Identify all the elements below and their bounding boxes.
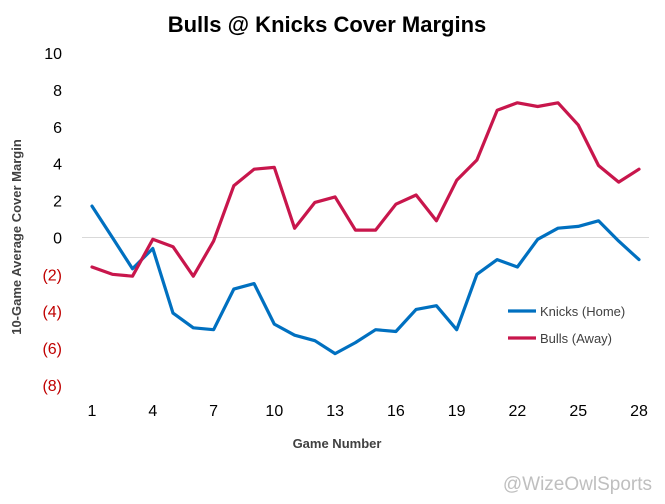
y-tick-label: 8 [53, 83, 62, 100]
chart-title: Bulls @ Knicks Cover Margins [168, 12, 487, 37]
x-tick-label: 4 [148, 403, 157, 420]
series-lines [90, 101, 641, 356]
x-tick-label: 22 [509, 403, 527, 420]
y-tick-label: 6 [53, 120, 62, 137]
x-tick-label: 16 [387, 403, 405, 420]
series-line-bulls [90, 101, 641, 278]
x-axis-label: Game Number [293, 436, 382, 451]
y-tick-label: (6) [42, 341, 62, 358]
x-tick-label: 25 [569, 403, 587, 420]
y-tick-label: 4 [53, 157, 62, 174]
y-tick-label: 10 [44, 46, 62, 63]
x-tick-label: 7 [209, 403, 218, 420]
y-tick-label: (2) [42, 267, 62, 284]
watermark: @WizeOwlSports [503, 474, 652, 495]
y-axis-label: 10-Game Average Cover Margin [9, 139, 24, 335]
y-axis-ticks: 10 8 6 4 2 0 (2) (4) (6) (8) [42, 46, 62, 395]
x-tick-label: 1 [88, 403, 97, 420]
series-line-knicks [90, 204, 641, 356]
x-tick-label: 28 [630, 403, 648, 420]
x-axis-ticks: 1 4 7 10 13 16 19 22 25 28 [88, 403, 648, 420]
legend-label: Knicks (Home) [540, 304, 625, 319]
y-tick-label: 2 [53, 194, 62, 211]
x-tick-label: 10 [265, 403, 283, 420]
x-tick-label: 13 [326, 403, 344, 420]
x-tick-label: 19 [448, 403, 466, 420]
y-tick-label: (8) [42, 378, 62, 395]
legend-label: Bulls (Away) [540, 331, 612, 346]
legend: Knicks (Home) Bulls (Away) [508, 304, 625, 346]
y-tick-label: 0 [53, 230, 62, 247]
y-tick-label: (4) [42, 304, 62, 321]
